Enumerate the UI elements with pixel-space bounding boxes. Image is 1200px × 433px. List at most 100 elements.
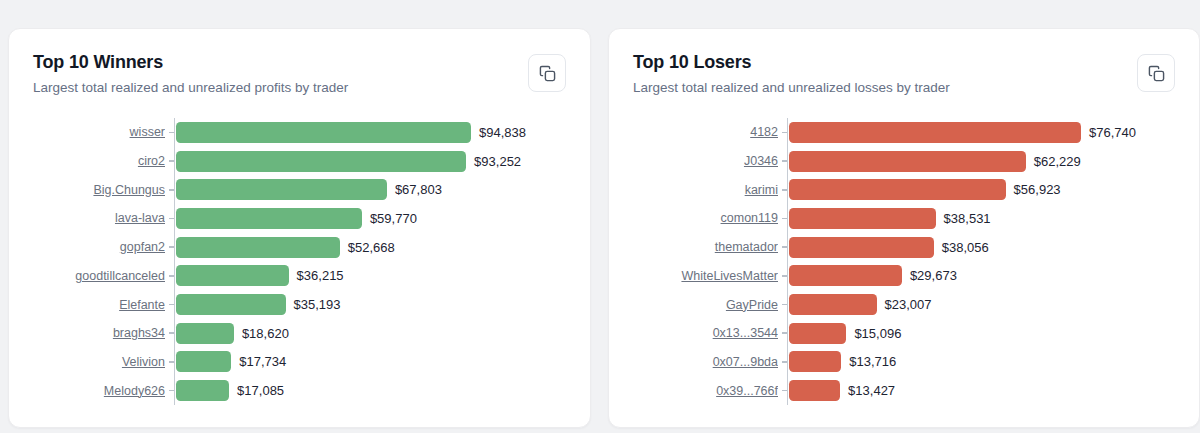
bar-value-label: $38,056 [942,240,989,255]
axis-tick [778,132,787,134]
trader-link[interactable]: goodtillcanceled [33,269,165,283]
value-bar[interactable] [789,179,1006,200]
value-bar[interactable] [176,151,466,172]
bar-value-label: $94,838 [479,125,526,140]
losers-card-title: Top 10 Losers [633,51,950,74]
trader-link[interactable]: lava-lava [33,211,165,225]
plot-area: $17,734 [174,348,566,377]
winners-copy-button[interactable] [528,54,566,92]
axis-tick [778,304,787,306]
bar-value-label: $17,085 [237,383,284,398]
plot-area: $76,740 [787,118,1175,147]
bar-value-label: $17,734 [239,354,286,369]
trader-link[interactable]: thematador [633,240,778,254]
chart-row: Elefante $35,193 [33,290,566,319]
winners-card-subtitle: Largest total realized and unrealized pr… [33,79,348,97]
bar-value-label: $67,803 [395,182,442,197]
trader-link[interactable]: 0x07...9bda [633,355,778,369]
bar-value-label: $13,716 [849,354,896,369]
bar-value-label: $15,096 [854,326,901,341]
value-bar[interactable] [789,351,841,372]
trader-link[interactable]: Velivion [33,355,165,369]
value-bar[interactable] [789,122,1081,143]
trader-link[interactable]: J0346 [633,154,778,168]
winners-bar-chart: wisser$94,838ciro2$93,252Big.Chungus$67,… [33,118,566,405]
value-bar[interactable] [789,265,902,286]
trader-link[interactable]: karimi [633,183,778,197]
chart-row: 0x13...3544 $15,096 [633,319,1175,348]
value-bar[interactable] [176,237,340,258]
losers-card-header: Top 10 Losers Largest total realized and… [633,51,1175,96]
copy-icon [539,65,556,82]
trader-link[interactable]: Elefante [33,298,165,312]
bar-value-label: $18,620 [242,326,289,341]
axis-tick [778,189,787,191]
plot-area: $35,193 [174,290,566,319]
trader-link[interactable]: wisser [33,125,165,139]
value-bar[interactable] [789,380,840,401]
plot-area: $13,716 [787,348,1175,377]
chart-row: 4182 $76,740 [633,118,1175,147]
value-bar[interactable] [789,208,936,229]
value-bar[interactable] [176,323,234,344]
trader-link[interactable]: braghs34 [33,326,165,340]
winners-card-title: Top 10 Winners [33,51,348,74]
trader-link[interactable]: 0x39...766f [633,384,778,398]
value-bar[interactable] [789,294,877,315]
plot-area: $67,803 [174,175,566,204]
chart-row: 0x07...9bda $13,716 [633,348,1175,377]
trader-link[interactable]: Big.Chungus [33,183,165,197]
axis-tick [778,390,787,392]
chart-row: wisser $94,838 [33,118,566,147]
value-bar[interactable] [176,351,231,372]
axis-tick [165,160,174,162]
chart-row: braghs34 $18,620 [33,319,566,348]
bar-value-label: $29,673 [910,268,957,283]
value-bar[interactable] [176,265,289,286]
chart-row: lava-lava $59,770 [33,204,566,233]
losers-card: Top 10 Losers Largest total realized and… [608,28,1200,428]
plot-area: $36,215 [174,261,566,290]
value-bar[interactable] [176,179,387,200]
axis-tick [165,246,174,248]
chart-row: Melody626 $17,085 [33,376,566,405]
trader-link[interactable]: gopfan2 [33,240,165,254]
bar-value-label: $62,229 [1034,154,1081,169]
axis-tick [165,218,174,220]
value-bar[interactable] [176,208,362,229]
trader-link[interactable]: comon119 [633,211,778,225]
chart-row: karimi$56,923 [633,175,1175,204]
chart-row: comon119 $38,531 [633,204,1175,233]
value-bar[interactable] [789,323,846,344]
plot-area: $94,838 [174,118,566,147]
trader-link[interactable]: ciro2 [33,154,165,168]
plot-area: $52,668 [174,233,566,262]
plot-area: $29,673 [787,261,1175,290]
chart-row: 0x39...766f$13,427 [633,376,1175,405]
losers-heading-block: Top 10 Losers Largest total realized and… [633,51,950,96]
chart-row: thematador $38,056 [633,233,1175,262]
trader-link[interactable]: GayPride [633,298,778,312]
bar-value-label: $38,531 [944,211,991,226]
value-bar[interactable] [176,122,471,143]
winners-card-header: Top 10 Winners Largest total realized an… [33,51,566,96]
chart-row: GayPride$23,007 [633,290,1175,319]
value-bar[interactable] [789,151,1026,172]
losers-copy-button[interactable] [1137,54,1175,92]
copy-icon [1148,65,1165,82]
value-bar[interactable] [176,294,286,315]
axis-tick [165,132,174,134]
plot-area: $59,770 [174,204,566,233]
trader-link[interactable]: 0x13...3544 [633,326,778,340]
plot-area: $38,056 [787,233,1175,262]
trader-link[interactable]: WhiteLivesMatter [633,269,778,283]
winners-heading-block: Top 10 Winners Largest total realized an… [33,51,348,96]
plot-area: $15,096 [787,319,1175,348]
value-bar[interactable] [789,237,934,258]
axis-tick [778,246,787,248]
chart-row: WhiteLivesMatter $29,673 [633,261,1175,290]
trader-link[interactable]: 4182 [633,125,778,139]
value-bar[interactable] [176,380,229,401]
trader-link[interactable]: Melody626 [33,384,165,398]
losers-card-subtitle: Largest total realized and unrealized lo… [633,79,950,97]
